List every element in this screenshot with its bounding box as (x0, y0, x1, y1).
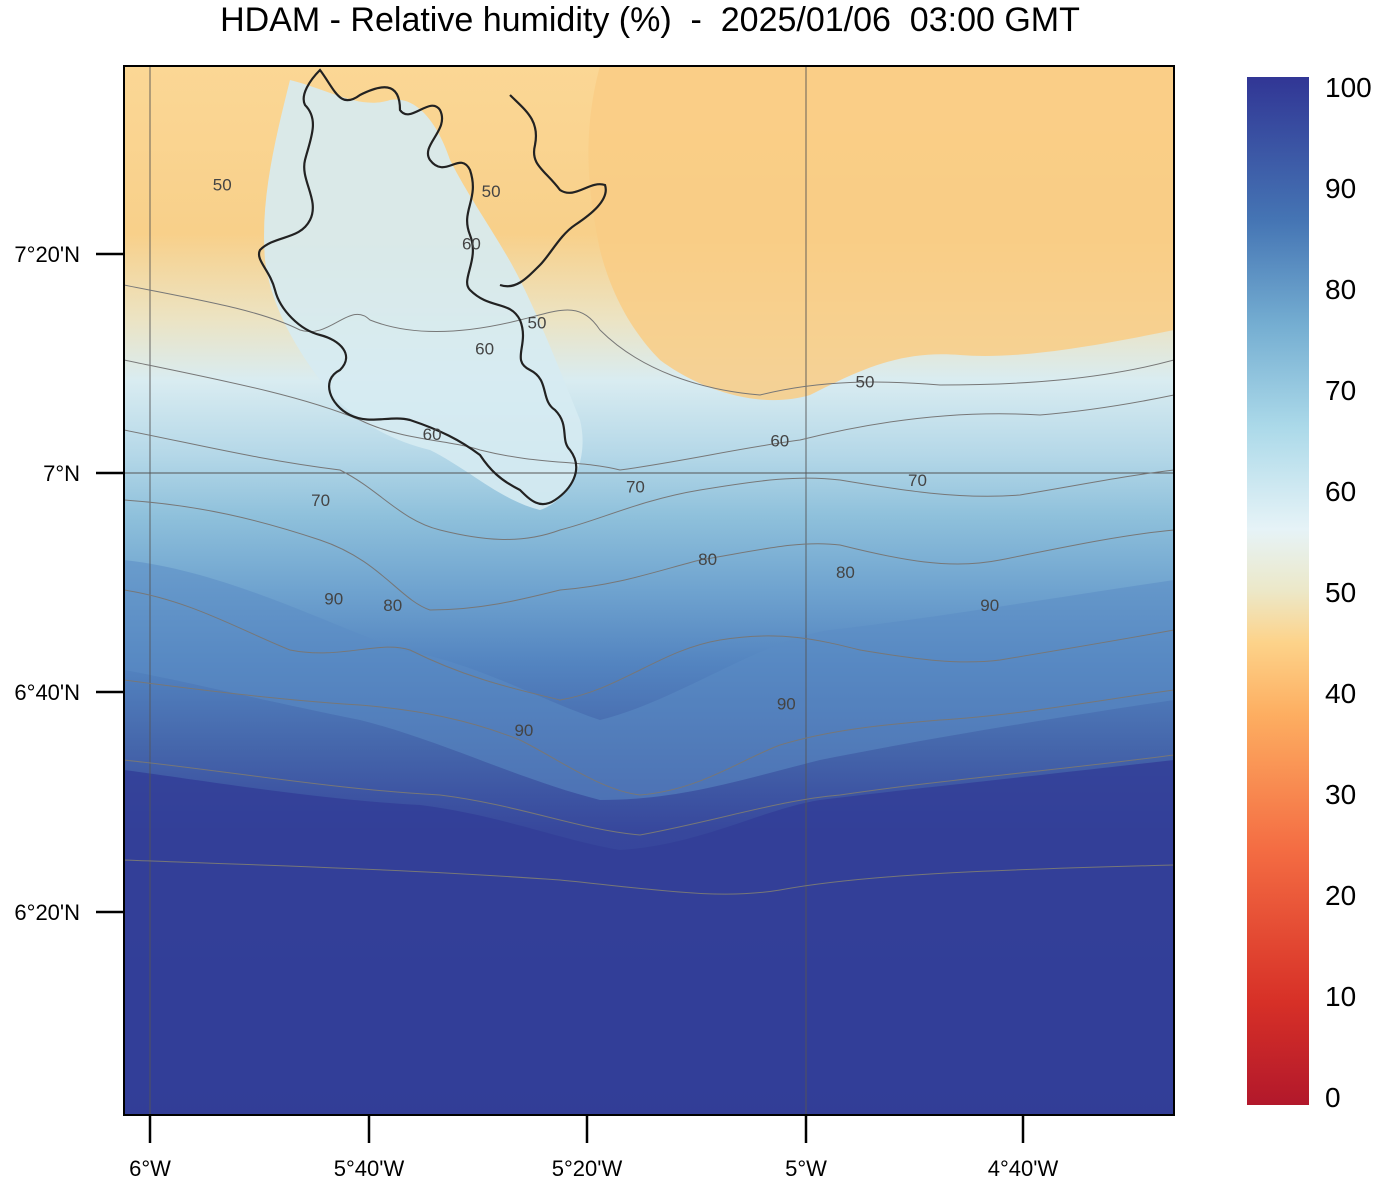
contour-label: 80 (836, 563, 855, 582)
lat-tick-label: 7°20'N (14, 242, 80, 267)
lon-tick-label: 4°40'W (988, 1156, 1059, 1181)
contour-labels: 50 50 60 50 60 50 60 60 70 70 70 80 80 90 80 90 90 90 (213, 176, 999, 740)
contour-label: 70 (311, 491, 330, 510)
lat-tick-label: 6°20'N (14, 900, 80, 925)
lon-tick-label: 5°20'W (552, 1156, 623, 1181)
contour-label: 50 (482, 182, 501, 201)
mid-blue-band (124, 560, 1174, 800)
svg-text:60: 60 (1325, 476, 1356, 507)
svg-text:50: 50 (1325, 577, 1356, 608)
contour-label: 90 (324, 589, 343, 608)
moist-tongue (264, 80, 583, 510)
map-field: 50 50 60 50 60 50 60 60 70 70 70 80 80 90 80 90 90 90 (124, 66, 1174, 1115)
contour-label: 50 (856, 373, 875, 392)
svg-text:40: 40 (1325, 678, 1356, 709)
svg-text:0: 0 (1325, 1082, 1341, 1113)
colorbar (1247, 77, 1309, 1105)
colorbar-labels: 100 90 80 70 60 50 40 30 20 10 0 (1325, 72, 1372, 1113)
contour-label: 70 (908, 471, 927, 490)
lon-tick-label: 5°40'W (334, 1156, 405, 1181)
lat-tick-label: 7°N (43, 461, 80, 486)
svg-text:20: 20 (1325, 880, 1356, 911)
lon-ticks (148, 1115, 1025, 1143)
bold-contour (257, 68, 578, 506)
contour-label: 50 (528, 314, 547, 333)
svg-text:80: 80 (1325, 274, 1356, 305)
contour-label: 80 (698, 550, 717, 569)
contour-label: 50 (213, 176, 232, 195)
lon-tick-label: 6°W (129, 1156, 171, 1181)
graticule (124, 66, 1174, 1115)
svg-text:90: 90 (1325, 173, 1356, 204)
contour-label: 90 (777, 695, 796, 714)
contour-label: 60 (462, 235, 481, 254)
contour-label: 90 (980, 596, 999, 615)
contour-label: 60 (423, 425, 442, 444)
lon-tick-label: 5°W (785, 1156, 827, 1181)
lat-tick-label: 6°40'N (14, 680, 80, 705)
svg-text:70: 70 (1325, 375, 1356, 406)
contour-label: 60 (475, 340, 494, 359)
lat-ticks (96, 252, 124, 914)
svg-text:10: 10 (1325, 981, 1356, 1012)
svg-text:30: 30 (1325, 779, 1356, 810)
contour-label: 60 (770, 432, 789, 451)
chart-title: HDAM - Relative humidity (%) - 2025/01/0… (220, 1, 1080, 39)
bold-contour-east (499, 94, 607, 288)
plot-frame (123, 65, 1175, 1116)
contour-lines (124, 284, 1174, 895)
svg-text:100: 100 (1325, 72, 1372, 103)
saturated-belt (124, 760, 1174, 1115)
contour-label: 80 (383, 596, 402, 615)
dry-region (588, 66, 1174, 401)
contour-label: 70 (626, 478, 645, 497)
contour-label: 90 (514, 721, 533, 740)
